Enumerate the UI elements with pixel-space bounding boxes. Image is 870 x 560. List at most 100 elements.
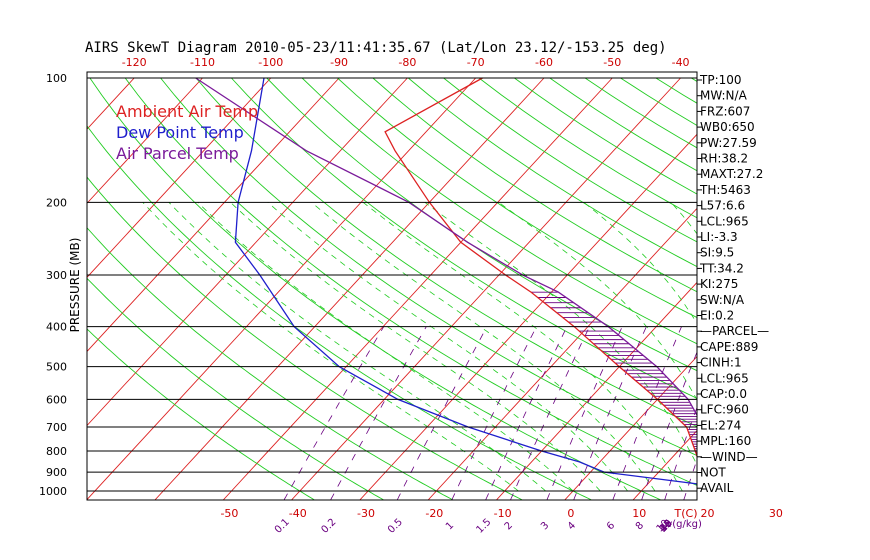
mixing-ratio-line (785, 327, 835, 500)
dry-adiabat-line (87, 277, 384, 500)
legend-entry: Ambient Air Temp (116, 102, 258, 121)
bottom-temp-tick-label: -10 (494, 507, 512, 520)
pressure-tick-label: 800 (46, 445, 67, 458)
index-entry: FRZ:607 (700, 104, 750, 118)
index-entry: RH:38.2 (700, 152, 748, 166)
pressure-tick-label: 500 (46, 361, 67, 374)
bottom-temp-tick-label: -20 (425, 507, 443, 520)
index-entry: CAPE:889 (700, 340, 758, 354)
mixing-ratio-line (612, 326, 682, 500)
legend: Ambient Air Temp Dew Point Temp Air Parcel… (116, 102, 258, 163)
dry-adiabat-line (833, 78, 870, 500)
pressure-tick-label: 200 (46, 196, 67, 209)
mixing-ratio-tick-label: 0.2 (319, 517, 338, 536)
isotherm-line (291, 77, 681, 500)
index-entry: CINH:1 (700, 356, 742, 370)
pressure-tick-label: 300 (46, 269, 67, 282)
top-temp-tick-label: -40 (672, 56, 690, 69)
index-entry: CAP:0.0 (700, 387, 747, 401)
mixing-ratio-tick-label: 6 (605, 520, 617, 532)
index-entry: SI:9.5 (700, 246, 734, 260)
moist-adiabat-line (142, 202, 519, 492)
mixing-ratio-tick-label: 3 (539, 520, 551, 532)
moist-adiabat-line (424, 201, 697, 466)
mixing-ratio-tick-label: 1.5 (474, 517, 493, 536)
pressure-tick-label: 400 (46, 321, 67, 334)
isotherm-line (359, 133, 697, 500)
mixing-ratio-tick-label: 8 (634, 520, 646, 532)
mixing-ratio-line (546, 326, 623, 500)
bottom-temp-tick-label: -30 (357, 507, 375, 520)
moist-adiabat-line (311, 201, 656, 492)
index-entry: —PARCEL— (700, 324, 769, 338)
mixing-ratio-tick-label: 2 (503, 520, 515, 532)
isotherm-line (428, 207, 697, 500)
grid-lines (0, 77, 870, 500)
profile-lines (195, 77, 697, 486)
index-entry: LCL:965 (700, 214, 749, 228)
mixing-ratio-line (641, 351, 697, 500)
mixing-ratio-tick-label: 4 (566, 520, 578, 532)
dew-point-line (234, 77, 697, 486)
index-entry: NOT (700, 466, 726, 480)
y-axis-label: PRESSURE (MB) (68, 238, 82, 333)
index-entry: TH:5463 (699, 183, 751, 197)
bottom-temp-tick-label: 0 (567, 507, 574, 520)
mixing-ratio-line (396, 326, 488, 500)
pressure-tick-label: 600 (46, 393, 67, 406)
isotherm-line (0, 78, 66, 500)
pressure-tick-label: 1000 (39, 485, 67, 498)
dry-adiabat-line (478, 77, 697, 219)
mixing-ratio-line (485, 326, 568, 500)
top-temp-tick-label: -80 (398, 56, 416, 69)
dry-adiabat-line (195, 77, 697, 428)
isotherm-line (87, 77, 408, 427)
ambient-temp-line (384, 77, 697, 459)
index-entry: KI:275 (700, 277, 738, 291)
top-temp-tick-label: -90 (330, 56, 348, 69)
temp-unit-label: T(C) (674, 507, 698, 520)
mixing-ratio-line (451, 326, 537, 500)
chart-title: AIRS SkewT Diagram 2010-05-23/11:41:35.6… (85, 40, 667, 56)
index-entry: SW:N/A (700, 293, 745, 307)
isotherm-line (154, 77, 545, 500)
index-entry: —WIND— (700, 450, 758, 464)
mixing-ratio-line (283, 326, 385, 500)
dry-adiabat-line (301, 77, 697, 345)
bottom-temp-tick-label: -50 (220, 507, 238, 520)
index-entry: PW:27.59 (700, 136, 757, 150)
plot-frame (86, 71, 698, 501)
top-temp-tick-label: -110 (190, 56, 215, 69)
mixing-ratio-line (330, 326, 427, 500)
index-entry: TP:100 (699, 73, 742, 87)
top-temp-tick-label: -120 (122, 56, 147, 69)
dry-adiabat-line (762, 78, 870, 500)
mixing-ratio-tick-label: 1 (444, 520, 456, 532)
isotherm-line (87, 77, 272, 278)
dry-adiabat-line (372, 77, 697, 293)
index-entry: TT:34.2 (699, 261, 744, 275)
isotherm-line (223, 77, 613, 500)
pressure-tick-label: 900 (46, 466, 67, 479)
index-entry: WB0:650 (700, 120, 755, 134)
index-entry: L57:6.6 (700, 199, 745, 213)
dry-adiabat-line (87, 227, 453, 500)
legend-entry: Air Parcel Temp (116, 144, 239, 163)
top-temp-tick-label: -100 (258, 56, 283, 69)
dry-adiabat-line (797, 78, 870, 500)
moist-adiabat-line (197, 202, 574, 492)
dry-adiabat-line (89, 77, 661, 500)
dry-adiabat-line (408, 77, 697, 268)
dry-adiabat-line (87, 176, 523, 500)
top-temp-tick-label: -50 (603, 56, 621, 69)
bottom-temp-tick-label: 10 (632, 507, 646, 520)
isotherm-line (770, 78, 870, 500)
isotherm-line (564, 355, 697, 500)
top-temp-tick-label: -60 (535, 56, 553, 69)
moist-adiabat-line (230, 202, 601, 492)
dry-adiabat-line (87, 328, 315, 500)
mixing-ratio-line (510, 326, 590, 500)
dry-adiabat-line (87, 125, 592, 500)
